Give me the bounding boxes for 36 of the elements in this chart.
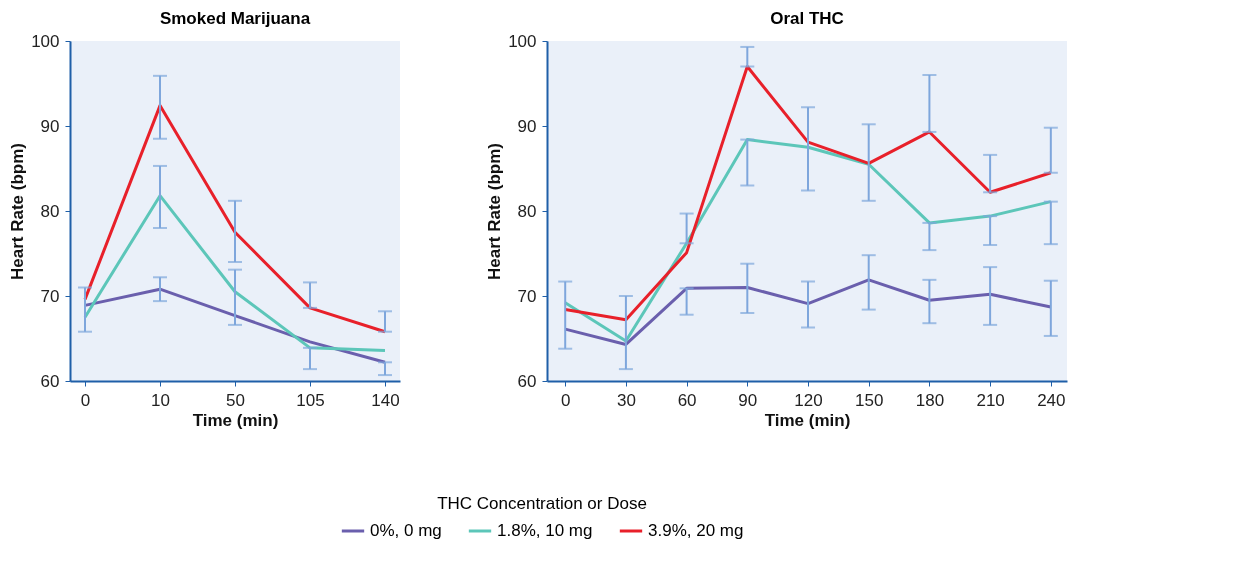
- legend-label: 3.9%, 20 mg: [648, 521, 744, 540]
- x-tick-label: 210: [976, 390, 1005, 410]
- chart-title: Smoked Marijuana: [159, 9, 311, 28]
- line-series: [83, 194, 387, 352]
- y-tick-label: 60: [517, 371, 537, 391]
- x-axis-title: Time (min): [192, 410, 279, 430]
- line-series: [563, 278, 1053, 346]
- y-tick-label: 90: [517, 116, 537, 136]
- y-tick-label: 100: [31, 31, 60, 51]
- x-tick-label: 180: [915, 390, 945, 410]
- x-tick-label: 105: [296, 390, 325, 410]
- x-tick-label: 0: [560, 390, 571, 410]
- x-tick-label: 120: [794, 390, 823, 410]
- legend-label: 0%, 0 mg: [370, 521, 442, 540]
- legend-title: THC Concentration or Dose: [437, 494, 647, 513]
- legend-label: 1.8%, 10 mg: [497, 521, 593, 540]
- y-tick-label: 90: [40, 116, 60, 136]
- x-tick-label: 0: [80, 390, 91, 410]
- x-tick-label: 240: [1037, 390, 1066, 410]
- x-tick-label: 50: [226, 390, 245, 410]
- y-tick-label: 70: [517, 286, 537, 306]
- y-tick-label: 80: [40, 201, 60, 221]
- x-tick-label: 30: [616, 390, 636, 410]
- x-tick-label: 10: [151, 390, 170, 410]
- x-tick-label: 90: [738, 390, 758, 410]
- y-axis-title: Heart Rate (bpm): [8, 143, 28, 280]
- chart-title: Oral THC: [770, 9, 844, 28]
- x-tick-label: 140: [371, 390, 400, 410]
- x-axis-title: Time (min): [764, 410, 851, 430]
- y-axis-title: Heart Rate (bpm): [485, 143, 505, 280]
- x-tick-label: 150: [855, 390, 884, 410]
- y-tick-label: 60: [40, 371, 60, 391]
- x-tick-label: 60: [677, 390, 697, 410]
- y-tick-label: 80: [517, 201, 537, 221]
- y-tick-label: 70: [40, 286, 60, 306]
- y-tick-label: 100: [508, 31, 537, 51]
